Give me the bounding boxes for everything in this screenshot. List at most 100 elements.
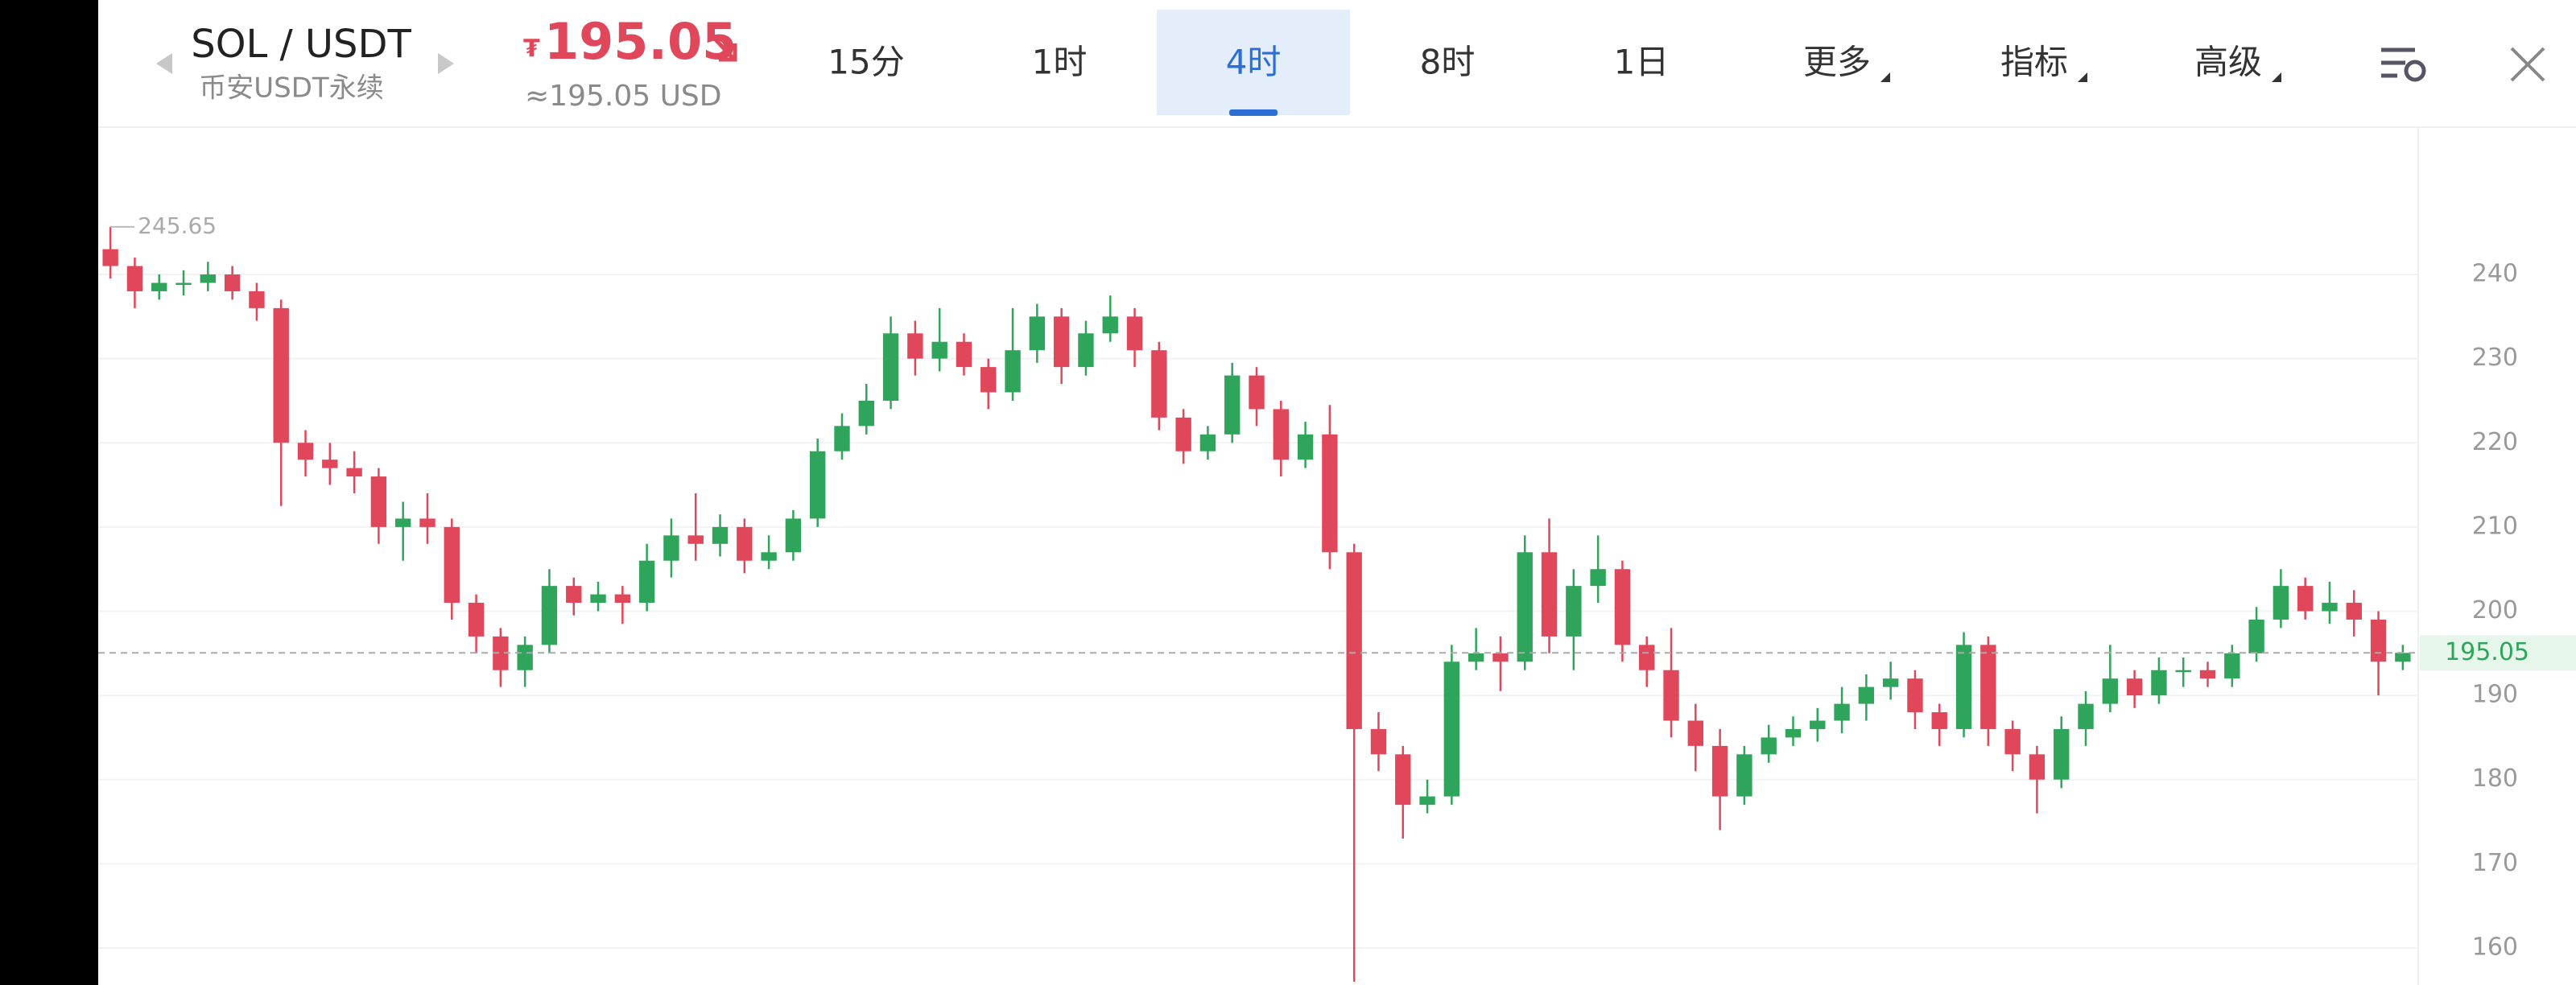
tab[interactable]: 1日 xyxy=(1614,43,1670,82)
candle-body xyxy=(2102,678,2119,704)
candle-body xyxy=(151,282,167,291)
candle-body xyxy=(2395,653,2411,662)
candle-body xyxy=(2029,754,2046,780)
candle-body xyxy=(1834,703,1850,721)
candle-body xyxy=(2248,619,2264,653)
candle-body xyxy=(126,266,143,291)
tab[interactable]: 4时 xyxy=(1157,10,1350,116)
candle-body xyxy=(638,560,655,604)
tab-selected-bg xyxy=(1157,10,1350,115)
candle-body xyxy=(1980,645,1996,729)
tab[interactable]: 指标 xyxy=(2000,43,2087,83)
candle-body xyxy=(614,594,631,604)
tab-label: 1时 xyxy=(1032,43,1088,82)
y-tick-label: 220 xyxy=(2472,428,2518,456)
candle-body xyxy=(1663,670,1679,721)
candle-body xyxy=(2004,728,2021,755)
y-tick-label: 190 xyxy=(2472,681,2518,709)
candle-body xyxy=(2078,703,2094,729)
last-price-box xyxy=(2420,635,2576,671)
prev-arrow[interactable] xyxy=(156,53,172,74)
candle-body xyxy=(687,535,704,544)
candle-body xyxy=(980,367,997,393)
currency-symbol: ₮ xyxy=(523,35,540,64)
candle-body xyxy=(1761,737,1777,755)
candle-body xyxy=(2370,619,2387,662)
dropdown-triangle xyxy=(1880,72,1890,82)
candle-body xyxy=(297,443,314,460)
candle-body xyxy=(2175,670,2191,673)
candle-body xyxy=(2054,728,2070,780)
candle-body xyxy=(1322,434,1338,553)
tab[interactable]: 高级 xyxy=(2194,43,2281,83)
candle-body xyxy=(1541,552,1558,637)
candle-body xyxy=(1858,686,1875,704)
candle-body xyxy=(1126,316,1143,351)
tab[interactable]: 更多 xyxy=(1803,43,1890,83)
candle-body xyxy=(1419,796,1435,806)
candle-body xyxy=(834,426,850,451)
candle-body xyxy=(1711,745,1728,797)
tab-indicator xyxy=(1229,109,1278,116)
candle-body xyxy=(2273,586,2289,620)
candle-body xyxy=(2322,603,2338,612)
arrow-head xyxy=(719,43,737,62)
candle-body xyxy=(1249,375,1265,410)
candle-body xyxy=(1907,678,1923,713)
candle-body xyxy=(493,636,509,670)
y-tick-label: 180 xyxy=(2472,765,2518,793)
exchange-name: 币安USDT永续 xyxy=(199,72,383,105)
candle-body xyxy=(1517,552,1533,662)
tab[interactable]: 15分 xyxy=(828,43,904,82)
candle-body xyxy=(1931,712,1947,729)
candlestick-chart: 160 170 180 190 200 210 220 230 240 245.65 195.05 xyxy=(98,212,2576,982)
candle-body xyxy=(1639,645,1655,670)
candle-body xyxy=(1199,434,1216,451)
candle-body xyxy=(1443,661,1460,797)
tab-label: 高级 xyxy=(2194,43,2262,82)
tab-label: 15分 xyxy=(828,43,904,82)
y-tick-label: 240 xyxy=(2472,260,2518,288)
candle-body xyxy=(1151,350,1167,418)
dropdown-triangle xyxy=(2078,72,2087,82)
tab-label: 8时 xyxy=(1420,43,1476,82)
candle-body xyxy=(419,518,436,527)
y-tick-label: 200 xyxy=(2472,596,2518,624)
candle-body xyxy=(810,451,826,519)
candle-body xyxy=(1078,333,1094,368)
candle-body xyxy=(1175,417,1191,451)
candle-body xyxy=(663,535,679,561)
candle-body xyxy=(322,460,338,468)
candle-body xyxy=(102,249,118,266)
candle-body xyxy=(1102,316,1118,334)
y-tick-label: 230 xyxy=(2472,344,2518,372)
tab[interactable]: 1时 xyxy=(1032,43,1088,82)
candle-body xyxy=(1273,409,1289,460)
timeframe-tabs: 15分 1时 4时 8时 1日 更多 指标 高级 xyxy=(828,10,2281,116)
candle-body xyxy=(1736,754,1752,797)
candle-body xyxy=(907,333,923,359)
close-button[interactable] xyxy=(2510,47,2545,82)
candle-body xyxy=(882,333,899,401)
close-stroke xyxy=(2510,47,2545,82)
candle-body xyxy=(346,468,362,477)
dropdown-triangle xyxy=(2272,72,2281,82)
candle-body xyxy=(1053,316,1070,368)
candle-body xyxy=(200,274,217,283)
arrow-shaft xyxy=(712,35,736,61)
candle-body xyxy=(1224,375,1241,435)
candle-body xyxy=(2151,670,2167,696)
tab-label: 指标 xyxy=(2000,43,2068,82)
next-arrow[interactable] xyxy=(438,53,454,74)
candle-body xyxy=(517,645,533,670)
candle-body xyxy=(2297,586,2314,612)
settings-icon[interactable] xyxy=(2381,47,2426,82)
pair-name[interactable]: SOL / USDT xyxy=(191,22,411,67)
candle-body xyxy=(224,274,241,291)
tab[interactable]: 8时 xyxy=(1420,43,1476,82)
candle-body xyxy=(566,586,582,604)
candle-body xyxy=(1882,678,1899,687)
